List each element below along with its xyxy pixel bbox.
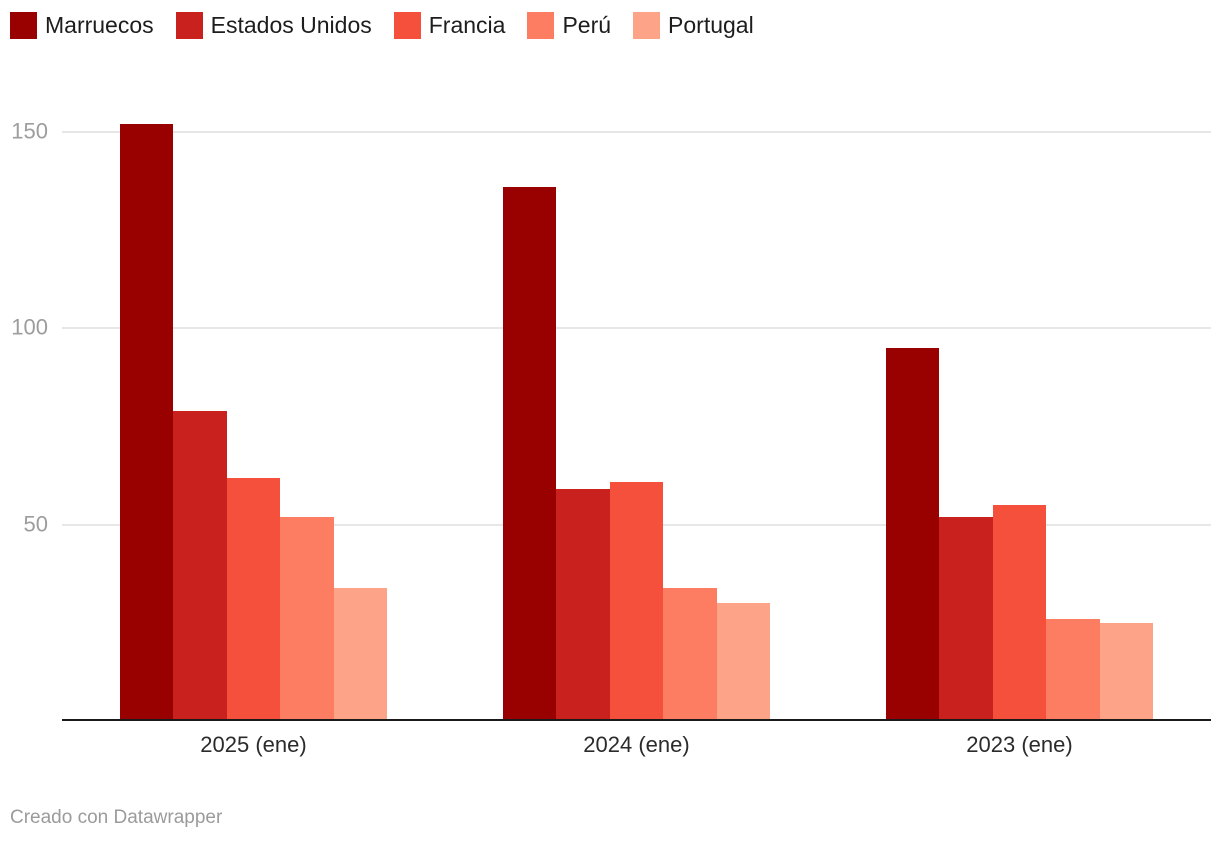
bar-peru-2024-ene[interactable] xyxy=(663,587,717,721)
gridline-100 xyxy=(62,327,1211,330)
bar-marruecos-2025-ene[interactable] xyxy=(119,124,174,721)
x-tick-label-2023-ene: 2023 (ene) xyxy=(966,732,1073,757)
legend-swatch-estados-unidos xyxy=(175,12,203,39)
legend-label: Perú xyxy=(562,12,612,38)
legend-label: Estados Unidos xyxy=(210,12,372,38)
legend-label: Portugal xyxy=(668,12,754,38)
bar-estados-unidos-2025-ene[interactable] xyxy=(173,410,227,721)
datawrapper-credit-link[interactable]: Creado con Datawrapper xyxy=(10,807,223,828)
bar-francia-2023-ene[interactable] xyxy=(992,505,1047,721)
bar-francia-2025-ene[interactable] xyxy=(226,477,281,721)
gridline-150 xyxy=(62,131,1211,134)
y-tick-label-50: 50 xyxy=(23,511,48,537)
bar-marruecos-2023-ene[interactable] xyxy=(885,348,940,721)
legend-swatch-portugal xyxy=(633,12,661,39)
legend: Marruecos Estados Unidos Francia Perú Portug… xyxy=(10,12,754,39)
legend-swatch-peru xyxy=(527,12,555,39)
x-axis-line xyxy=(62,719,1211,721)
bar-marruecos-2024-ene[interactable] xyxy=(502,187,557,721)
x-tick-label-2024-ene: 2024 (ene) xyxy=(583,732,690,757)
bar-francia-2024-ene[interactable] xyxy=(609,481,664,721)
y-tick-label-150: 150 xyxy=(11,118,48,144)
legend-item-estados-unidos: Estados Unidos xyxy=(175,12,372,39)
legend-label: Francia xyxy=(428,12,506,38)
legend-swatch-marruecos xyxy=(10,12,37,39)
bar-peru-2025-ene[interactable] xyxy=(280,516,334,721)
x-tick-label-2025-ene: 2025 (ene) xyxy=(200,732,307,757)
legend-label: Marruecos xyxy=(45,12,154,38)
y-tick-label-100: 100 xyxy=(11,314,48,340)
legend-item-peru: Perú xyxy=(527,12,611,39)
legend-item-portugal: Portugal xyxy=(633,12,754,39)
bar-portugal-2024-ene[interactable] xyxy=(716,603,771,721)
bar-portugal-2025-ene[interactable] xyxy=(333,587,388,721)
bar-portugal-2023-ene[interactable] xyxy=(1099,622,1154,721)
bar-estados-unidos-2023-ene[interactable] xyxy=(939,516,993,721)
legend-item-marruecos: Marruecos xyxy=(10,12,154,39)
legend-item-francia: Francia xyxy=(393,12,506,39)
bar-peru-2023-ene[interactable] xyxy=(1046,618,1100,721)
legend-swatch-francia xyxy=(393,12,421,39)
bar-estados-unidos-2024-ene[interactable] xyxy=(556,489,610,721)
